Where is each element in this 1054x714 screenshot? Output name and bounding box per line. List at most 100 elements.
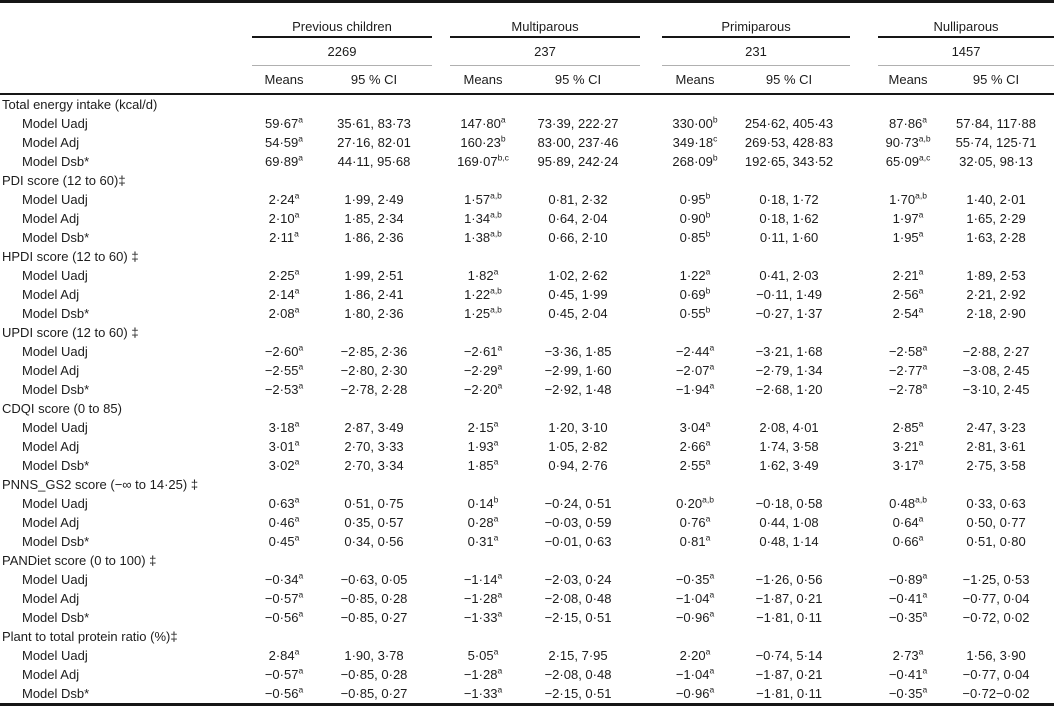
section-row: PDI score (12 to 60)‡	[0, 171, 1054, 190]
column-spacer	[640, 266, 662, 285]
significance-superscript: a	[918, 513, 924, 524]
ci-cell: 57·84, 117·88	[956, 116, 1037, 131]
header-corner-cell	[0, 65, 252, 95]
column-spacer	[432, 570, 450, 589]
table-row: Model Uadj −0·34a −0·63, 0·05 −1·14a −2·03, …	[0, 570, 1054, 589]
table-row: Model Adj 2·14a 1·86, 2·41 1·22a,b 0·45, 1·9…	[0, 285, 1054, 304]
mean-cell: −0·41a	[888, 589, 928, 606]
significance-superscript: a	[922, 570, 928, 581]
ci-cell: −0·74, 5·14	[755, 648, 823, 663]
significance-superscript: a	[294, 304, 300, 315]
column-spacer	[432, 494, 450, 513]
mean-cell: −0·35a	[888, 608, 928, 625]
column-spacer	[432, 266, 450, 285]
mean-cell: −1·28a	[463, 665, 503, 682]
ci-cell: 0·34, 0·56	[344, 534, 404, 549]
table-row: Model Adj −2·55a −2·80, 2·30 −2·29a −2·99, 1…	[0, 361, 1054, 380]
significance-superscript: b	[705, 190, 711, 201]
ci-cell: 0·81, 2·32	[548, 192, 608, 207]
column-spacer	[432, 380, 450, 399]
table-row: Model Adj −0·57a −0·85, 0·28 −1·28a −2·08, 0…	[0, 589, 1054, 608]
ci-cell: 2·18, 2·90	[966, 306, 1026, 321]
section-title: UPDI score (12 to 60) ‡	[2, 325, 139, 340]
column-spacer	[850, 437, 878, 456]
column-spacer	[432, 513, 450, 532]
significance-superscript: a	[705, 437, 711, 448]
column-spacer	[432, 646, 450, 665]
column-spacer	[850, 665, 878, 684]
mean-cell: 3·01a	[268, 437, 300, 454]
mean-cell: −0·57a	[264, 665, 304, 682]
mean-cell: 3·18a	[268, 418, 300, 435]
column-spacer	[640, 532, 662, 551]
means-column-header: Means	[878, 65, 939, 95]
section-row: HPDI score (12 to 60) ‡	[0, 247, 1054, 266]
mean-cell: −2·77a	[888, 361, 928, 378]
mean-cell: −0·57a	[264, 589, 304, 606]
table-row: Model Dsb* −0·56a −0·85, 0·27 −1·33a −2·15, …	[0, 684, 1054, 705]
ci-cell: −2·92, 1·48	[544, 382, 612, 397]
column-spacer	[850, 266, 878, 285]
sample-size-previous-children: 2269	[252, 37, 432, 66]
ci-cell: −0·03, 0·59	[544, 515, 612, 530]
ci-cell: 2·15, 7·95	[548, 648, 608, 663]
significance-superscript: a	[705, 513, 711, 524]
section-title: PNNS_GS2 score (−∞ to 14·25) ‡	[2, 477, 199, 492]
table-row: Model Uadj 2·25a 1·99, 2·51 1·82a 1·02, 2·62…	[0, 266, 1054, 285]
mean-cell: 3·17a	[892, 456, 924, 473]
column-spacer	[640, 589, 662, 608]
column-spacer	[850, 152, 878, 171]
section-row: Plant to total protein ratio (%)‡	[0, 627, 1054, 646]
mean-cell: −0·89a	[888, 570, 928, 587]
mean-cell: −2·60a	[264, 342, 304, 359]
row-label: Model Dsb*	[22, 534, 90, 549]
mean-cell: 268·09b	[672, 152, 718, 169]
section-title: CDQI score (0 to 85)	[2, 401, 122, 416]
significance-superscript: a,b	[490, 285, 502, 296]
mean-cell: 1·85a	[467, 456, 499, 473]
ci-cell: 35·61, 83·73	[337, 116, 411, 131]
row-label: Model Dsb*	[22, 306, 90, 321]
table-row: Model Uadj 59·67a 35·61, 83·73 147·80a 73·39…	[0, 114, 1054, 133]
mean-cell: −2·29a	[463, 361, 503, 378]
ci-cell: 1·62, 3·49	[759, 458, 819, 473]
column-spacer	[640, 152, 662, 171]
significance-superscript: a	[922, 361, 928, 372]
sample-size-row: 2269 237 231 1457	[0, 37, 1054, 66]
significance-superscript: b	[500, 133, 506, 144]
row-label: Model Adj	[22, 591, 80, 606]
mean-cell: 0·46a	[268, 513, 300, 530]
ci-cell: 2·81, 3·61	[966, 439, 1026, 454]
means-column-header: Means	[662, 65, 729, 95]
group-label: Previous children	[292, 19, 392, 34]
ci-column-header: 95 % CI	[516, 65, 641, 95]
significance-superscript: a	[922, 114, 928, 125]
significance-superscript: a	[294, 190, 300, 201]
row-label: Model Uadj	[22, 572, 88, 587]
ci-cell: −0·77, 0·04	[962, 667, 1030, 682]
mean-cell: 0·90b	[679, 209, 711, 226]
mean-cell: 69·89a	[265, 152, 303, 169]
mean-cell: −0·35a	[675, 570, 715, 587]
column-spacer	[640, 456, 662, 475]
significance-superscript: b,c	[497, 152, 509, 163]
row-label: Model Uadj	[22, 192, 88, 207]
significance-superscript: a	[922, 380, 928, 391]
column-spacer	[640, 570, 662, 589]
table-row: Model Uadj 3·18a 2·87, 3·49 2·15a 1·20, 3·10…	[0, 418, 1054, 437]
mean-cell: 1·95a	[892, 228, 924, 245]
significance-superscript: a	[497, 608, 503, 619]
significance-superscript: a	[298, 133, 303, 144]
significance-superscript: a	[918, 304, 924, 315]
significance-superscript: a	[298, 342, 304, 353]
column-spacer	[640, 437, 662, 456]
significance-superscript: a	[294, 266, 300, 277]
column-spacer	[432, 589, 450, 608]
mean-cell: −2·78a	[888, 380, 928, 397]
significance-superscript: b	[712, 152, 718, 163]
row-label: Model Dsb*	[22, 686, 90, 701]
column-spacer	[432, 133, 450, 152]
column-spacer	[850, 418, 878, 437]
row-label: Model Adj	[22, 287, 80, 302]
